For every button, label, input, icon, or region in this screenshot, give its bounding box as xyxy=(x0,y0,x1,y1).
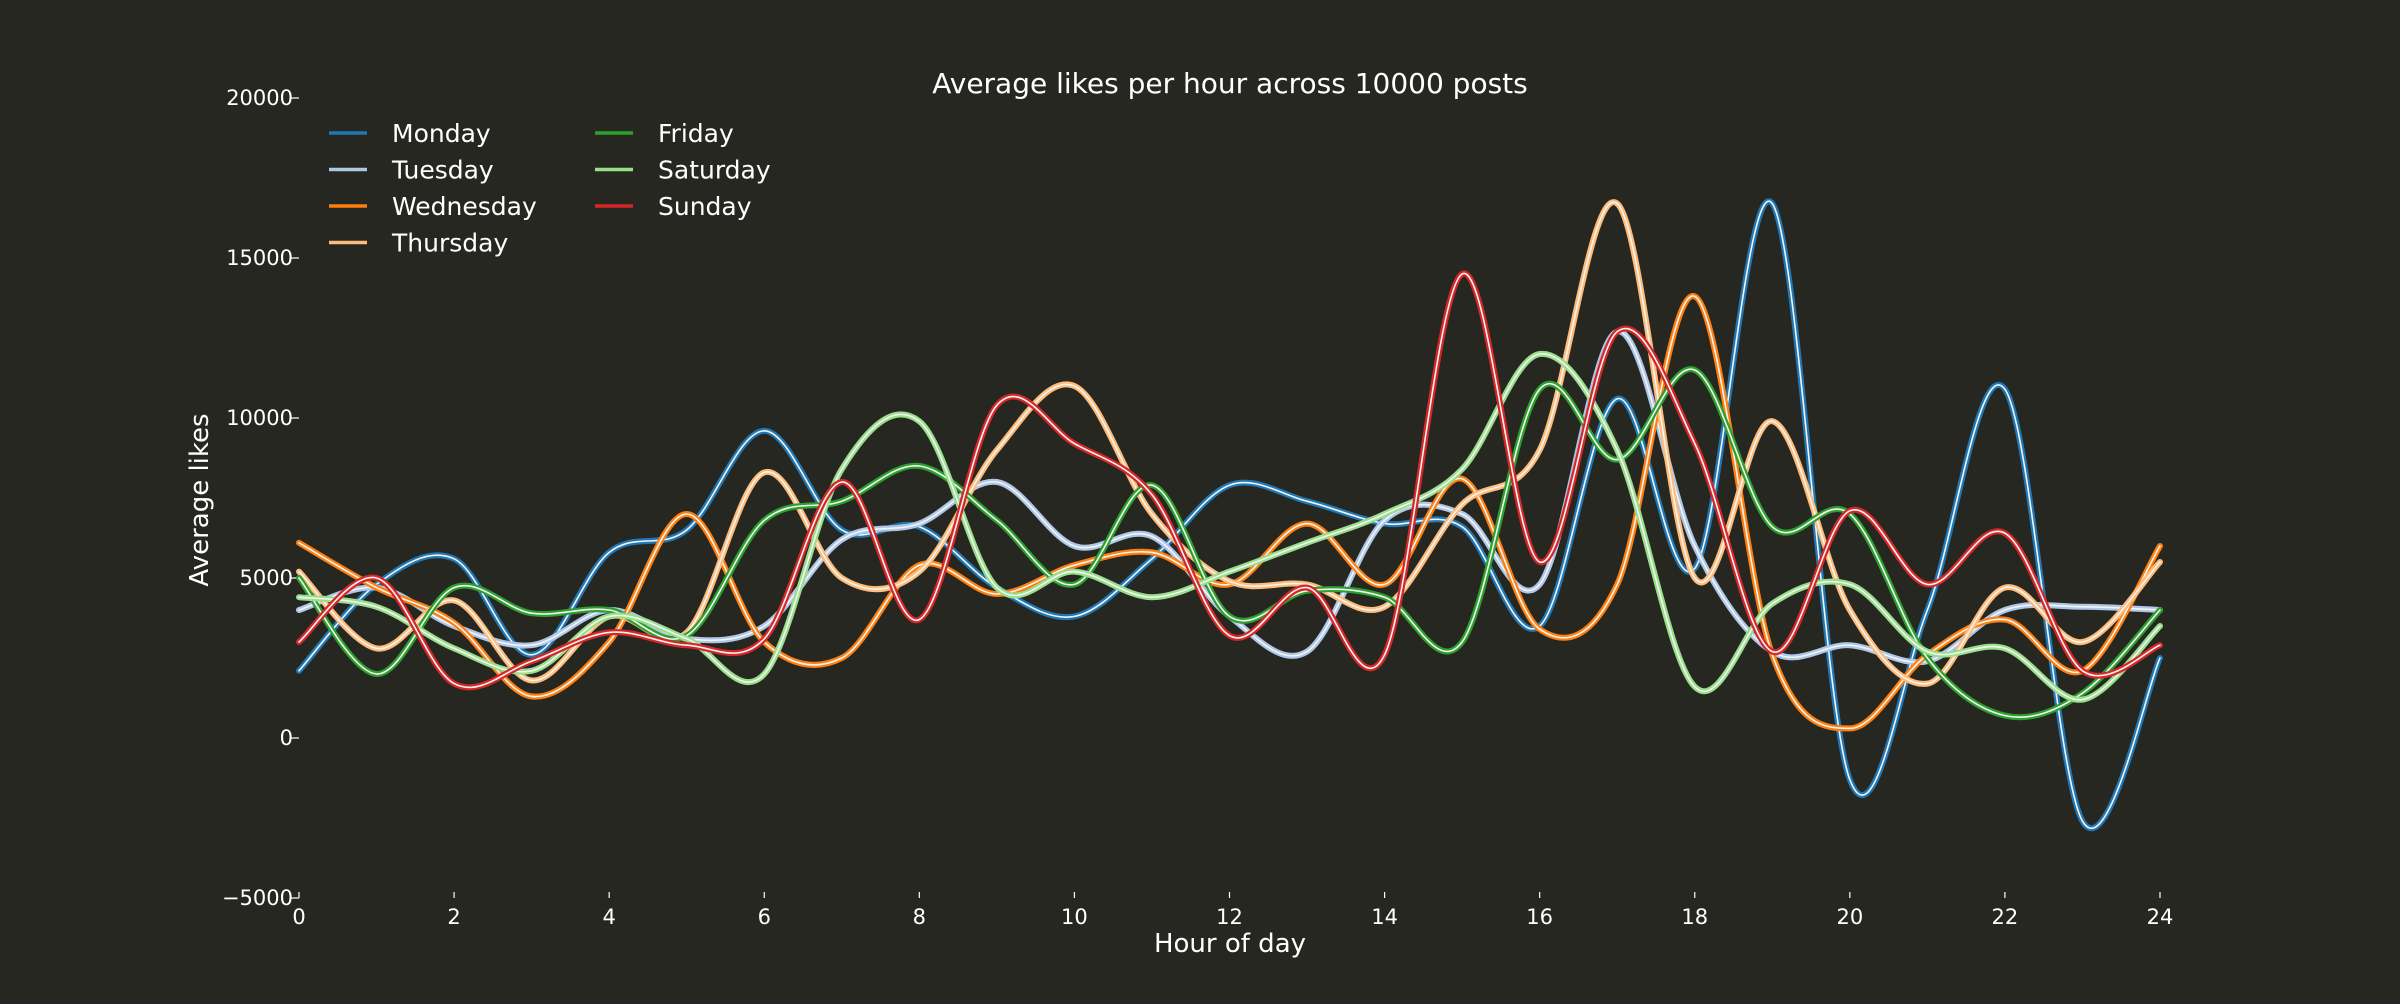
legend-label-friday: Friday xyxy=(658,119,734,148)
y-axis-label: Average likes xyxy=(185,413,215,586)
x-axis-ticks: 0 2 4 6 8 10 12 14 16 18 20 22 24 xyxy=(292,892,2173,929)
y-tick-label: 20000 xyxy=(226,86,293,110)
x-tick-label: 2 xyxy=(447,905,460,929)
x-tick-label: 20 xyxy=(1836,905,1863,929)
legend-label-monday: Monday xyxy=(392,119,491,148)
x-tick-label: 14 xyxy=(1371,905,1398,929)
x-tick-label: 12 xyxy=(1216,905,1243,929)
y-axis-ticks: −5000 0 5000 10000 15000 20000 xyxy=(222,86,299,910)
legend-label-saturday: Saturday xyxy=(658,156,771,185)
chart-title: Average likes per hour across 10000 post… xyxy=(932,67,1528,100)
x-tick-label: 8 xyxy=(913,905,926,929)
y-tick-label: 0 xyxy=(280,726,293,750)
series-line-monday xyxy=(298,200,2161,830)
x-tick-label: 16 xyxy=(1526,905,1553,929)
x-tick-label: 22 xyxy=(1992,905,2019,929)
legend: Monday Tuesday Wednesday Thursday Friday Satu… xyxy=(329,119,771,258)
legend-label-wednesday: Wednesday xyxy=(392,192,537,221)
y-tick-label: −5000 xyxy=(222,886,293,910)
legend-label-sunday: Sunday xyxy=(658,192,752,221)
x-tick-label: 0 xyxy=(292,905,305,929)
series-line-saturday xyxy=(298,353,2161,701)
x-tick-label: 24 xyxy=(2147,905,2174,929)
series-line-wednesday xyxy=(298,295,2161,730)
x-tick-label: 4 xyxy=(602,905,615,929)
legend-label-tuesday: Tuesday xyxy=(391,156,494,185)
x-tick-label: 10 xyxy=(1061,905,1088,929)
x-tick-label: 6 xyxy=(758,905,771,929)
y-tick-label: 5000 xyxy=(240,566,293,590)
x-axis-label: Hour of day xyxy=(1154,929,1306,959)
series-lines xyxy=(296,198,2163,832)
x-tick-label: 18 xyxy=(1681,905,1708,929)
y-tick-label: 10000 xyxy=(226,406,293,430)
y-tick-label: 15000 xyxy=(226,246,293,270)
series-line-sunday xyxy=(298,273,2161,689)
legend-label-thursday: Thursday xyxy=(391,229,508,258)
